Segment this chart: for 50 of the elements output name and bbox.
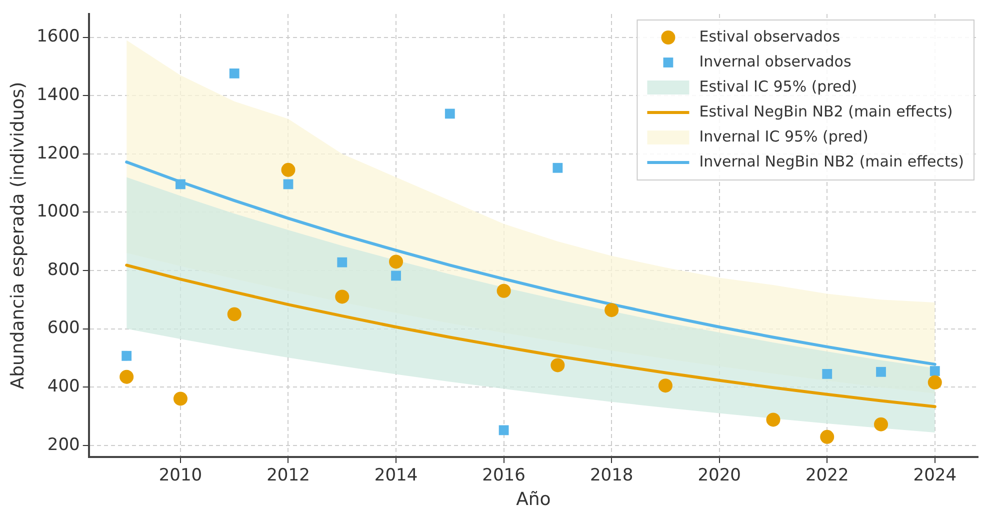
point [173,392,188,406]
point [928,375,942,390]
x-tick-label: 2014 [374,466,418,486]
y-tick-label: 800 [47,260,80,280]
y-axis-title: Abundancia esperada (individuos) [7,82,28,390]
y-tick-label: 600 [47,318,80,338]
point [930,366,940,376]
point [820,430,834,444]
legend-label: Invernal observados [699,52,852,70]
y-tick-label: 1200 [36,143,80,164]
y-tick-label: 1400 [36,85,80,106]
legend-label: Estival IC 95% (pred) [699,77,858,96]
point [876,366,886,377]
x-tick-label: 2010 [158,466,202,486]
x-tick-label: 2018 [590,466,634,486]
point [337,257,348,268]
point [766,412,780,427]
x-tick-label: 2024 [913,466,957,486]
point [550,358,565,372]
point [874,417,888,432]
point [120,370,134,384]
point [496,284,511,298]
x-tick-label: 2012 [266,466,310,486]
point [227,307,242,322]
x-tick-label: 2020 [698,466,741,486]
x-tick-label: 2022 [805,466,849,486]
point [498,425,509,436]
point [658,378,672,393]
point [391,270,401,281]
point [229,68,240,78]
point [444,108,455,119]
legend-label: Estival observados [699,27,840,46]
point [122,350,132,361]
y-tick-label: 400 [47,376,80,396]
point [281,162,296,177]
legend-label: Estival NegBin NB2 (main effects) [699,102,953,120]
legend-label: Invernal NegBin NB2 (main effects) [699,152,964,170]
x-tick-label: 2016 [482,466,526,486]
y-tick-label: 1000 [36,202,80,222]
point [604,303,619,318]
y-tick-label: 1600 [36,26,80,47]
point [176,179,186,190]
point [389,254,404,269]
y-tick-label: 200 [47,434,80,455]
legend-label: Invernal IC 95% (pred) [699,127,868,146]
point [822,368,832,379]
point [283,179,294,190]
point [552,162,563,173]
x-axis-title: Año [516,488,551,510]
point [335,290,350,304]
